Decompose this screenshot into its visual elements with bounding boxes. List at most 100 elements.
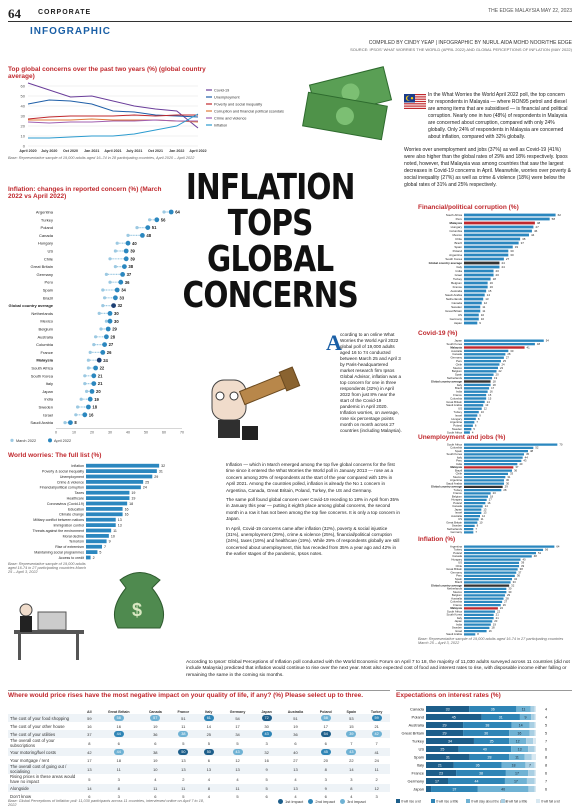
stacked-value: 36	[484, 731, 488, 735]
table-cell: 8	[82, 738, 97, 748]
dumbbell-category: France	[41, 350, 54, 355]
bar-category: Rise of extremism	[55, 545, 84, 549]
table-cell: 8	[339, 784, 363, 792]
bar-category: Education	[68, 507, 84, 511]
stacked-value: 17	[515, 771, 519, 775]
table-cell: 11	[97, 764, 141, 774]
table-row: The cost of your food shopping 59 58 57 51 61…	[8, 714, 390, 722]
bar	[464, 404, 483, 406]
dumbbell-x-tick: 60	[162, 430, 166, 434]
headline: INFLATION TOPS GLOBAL CONCERNS	[180, 170, 360, 314]
bar-category: Financial/political corruption	[40, 486, 84, 490]
bar-value: 36	[517, 574, 521, 578]
table-column-header: Great Britain	[97, 706, 141, 714]
table-cell: 9	[312, 784, 339, 792]
bar	[464, 306, 480, 309]
dumbbell-category: Poland	[41, 225, 53, 230]
bar-value: 19	[131, 491, 135, 495]
dumbbell-march-dot	[74, 413, 77, 416]
dumbbell-march-dot	[162, 210, 165, 213]
bar-value: 8	[477, 632, 479, 636]
table-cell: 5	[221, 792, 255, 800]
malaysia-flag-icon	[404, 94, 426, 110]
line-y-tick: 20	[21, 124, 26, 129]
stacked-segment	[531, 706, 535, 712]
dumbbell-value: 39	[130, 256, 135, 261]
stacked-value: 40	[483, 747, 487, 751]
bar-value: 9	[479, 321, 481, 325]
table-row-label: The overall cost of going out / socialis…	[8, 764, 82, 774]
table-cell: 39	[339, 730, 363, 738]
table-cell: 58	[312, 714, 339, 722]
bar-value: 33	[510, 472, 514, 476]
bar	[464, 505, 483, 507]
bar-value: 28	[503, 488, 507, 492]
rate-legend-label: It will fall a lot	[541, 800, 560, 804]
bar-category: Terrorism	[69, 540, 84, 544]
table-cell: 10	[141, 764, 170, 774]
article-p4: In April, Covid-19 concerns came after i…	[226, 526, 402, 558]
dumbbell-category: Germany	[37, 272, 53, 277]
dumbbell-category: Malaysia	[36, 358, 53, 363]
dumbbell-april-dot	[120, 272, 125, 277]
bar-category: Threats against the environment	[32, 529, 84, 533]
bar	[464, 495, 488, 497]
article-body: Inflation — which in March emerged among…	[226, 462, 402, 558]
dumbbell-march-dot	[135, 226, 138, 229]
line-y-tick: 60	[21, 84, 26, 89]
bar	[464, 552, 536, 554]
table-cell: 19	[141, 756, 170, 764]
bar	[464, 397, 486, 399]
dumbbell-value: 32	[118, 303, 123, 308]
table-cell: 43	[221, 748, 255, 756]
world-worries-chart: Inflation 32Poverty & social inequality 31…	[8, 462, 184, 562]
covid-title: Covid-19 (%)	[418, 330, 457, 337]
bar	[86, 469, 157, 473]
interest-rule	[396, 690, 572, 691]
table-cell: 6	[97, 738, 141, 748]
bottom-intro: According to Ipsos' Global Perceptions o…	[186, 660, 572, 679]
bar-value: 31	[159, 469, 163, 473]
article-p1: ccording to an online What Worries the W…	[340, 332, 402, 433]
bar	[464, 521, 477, 523]
bar	[464, 486, 503, 488]
rate-legend-swatch	[501, 799, 505, 803]
table-cell: 5	[221, 738, 255, 748]
bar-category: Poverty & social inequality	[42, 469, 84, 473]
table-cell: 11	[141, 784, 170, 792]
bar	[86, 518, 116, 522]
stacked-fall-total: 8	[545, 763, 547, 767]
dumbbell-category: Hungary	[38, 241, 53, 246]
bar	[464, 290, 486, 293]
table-cell: 44	[97, 730, 141, 738]
bar-value: 5	[99, 550, 101, 554]
dumbbell-category: Columbia	[36, 342, 54, 347]
bar	[464, 234, 529, 237]
bar	[464, 545, 554, 547]
bar-value: 11	[113, 529, 117, 533]
bar	[464, 617, 494, 619]
table-cell: 45	[312, 748, 339, 756]
dumbbell-value: 39	[130, 249, 135, 254]
price-impact-rule	[8, 690, 390, 691]
table-cell: 4	[279, 774, 312, 784]
dumbbell-april-dot	[100, 350, 105, 355]
bar-category: Military conflict between nations	[33, 518, 84, 522]
bar-value: 41	[527, 345, 531, 349]
dumbbell-value: 51	[152, 225, 157, 230]
bar	[464, 425, 473, 427]
bar	[464, 443, 557, 445]
dumbbell-value: 22	[100, 366, 105, 371]
intro-text-2: Worries over unemployment and jobs (37%)…	[404, 147, 572, 189]
stacked-value: 45	[452, 715, 456, 719]
bar-value: 52	[535, 446, 539, 450]
dumbbell-value: 20	[96, 389, 101, 394]
stacked-segment	[535, 714, 536, 720]
dumbbell-march-dot	[83, 374, 86, 377]
dumbbell-march-dot	[98, 312, 101, 315]
table-cell: 16	[97, 722, 141, 730]
bar	[464, 591, 506, 593]
bar	[464, 466, 513, 468]
table-cell: 3	[363, 792, 390, 800]
stacked-value: 23	[439, 771, 443, 775]
